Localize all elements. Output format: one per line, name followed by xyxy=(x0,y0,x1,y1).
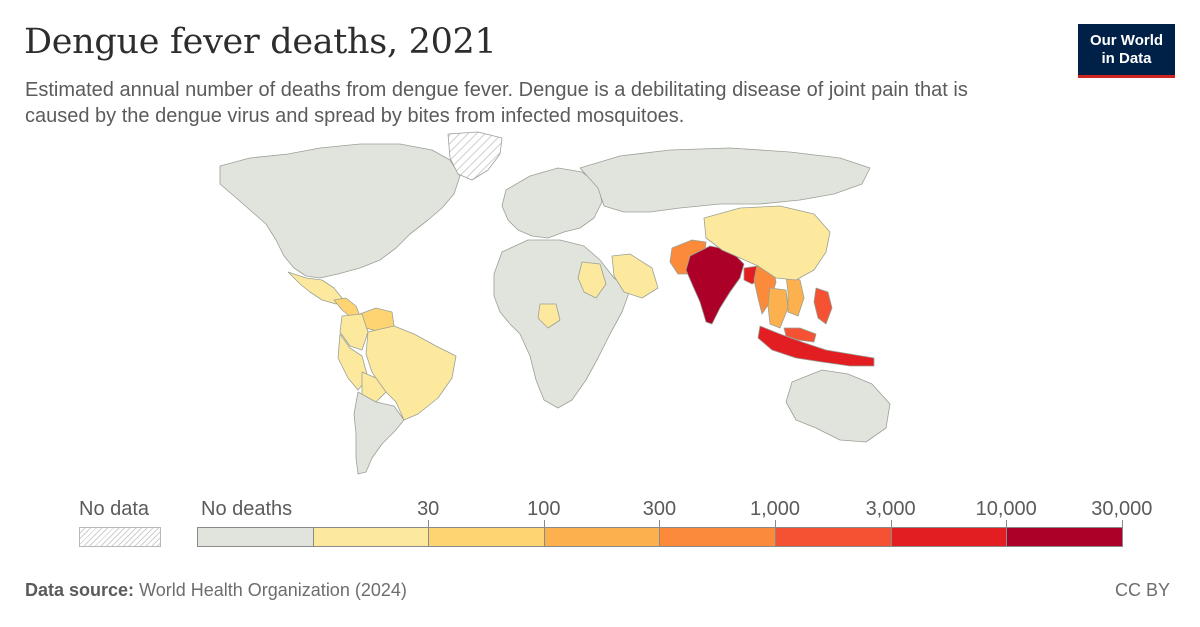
world-map[interactable] xyxy=(210,128,900,478)
logo-line-1: Our World xyxy=(1089,32,1164,49)
legend-tick-label: 100 xyxy=(527,498,561,520)
legend-tick-mark xyxy=(890,520,892,527)
region-africa[interactable] xyxy=(493,239,631,409)
legend-tick-label: 30 xyxy=(417,498,440,520)
region-china[interactable] xyxy=(703,205,831,281)
legend-bin-5[interactable] xyxy=(775,527,892,547)
no-data-swatch[interactable] xyxy=(79,527,161,547)
region-nigeria[interactable] xyxy=(537,303,561,329)
source-text[interactable]: World Health Organization (2024) xyxy=(139,580,407,600)
legend-bin-1[interactable] xyxy=(312,527,430,547)
legend-bin-6[interactable] xyxy=(890,527,1008,547)
license[interactable]: CC BY xyxy=(1114,580,1170,600)
legend-tick-label: No deaths xyxy=(201,498,293,520)
data-source: Data source: World Health Organization (… xyxy=(25,580,407,601)
legend-tick-label: 10,000 xyxy=(975,498,1037,520)
legend-tick-mark xyxy=(1121,520,1123,527)
legend-tick-mark xyxy=(428,520,430,527)
region-north-america[interactable] xyxy=(219,143,461,279)
legend-tick-label: 30,000 xyxy=(1091,498,1153,520)
legend-bin-2[interactable] xyxy=(428,527,545,547)
no-data-label: No data xyxy=(79,498,150,520)
region-malaysia[interactable] xyxy=(783,327,817,343)
legend-tick-mark xyxy=(543,520,545,527)
legend-tick-label: 300 xyxy=(642,498,677,520)
region-vietnam[interactable] xyxy=(785,275,805,317)
chart-subtitle: Estimated annual number of deaths from d… xyxy=(25,79,968,127)
legend-tick-label: 1,000 xyxy=(749,498,801,520)
region-sudan[interactable] xyxy=(577,261,607,299)
region-bolivia[interactable] xyxy=(361,371,387,403)
region-indonesia[interactable] xyxy=(757,325,875,367)
legend-bin-7[interactable] xyxy=(1006,527,1123,547)
legend-tick-mark xyxy=(659,520,661,527)
region-colombia[interactable] xyxy=(339,313,369,351)
region-thailand[interactable] xyxy=(767,287,789,329)
legend-bin-0[interactable] xyxy=(197,527,314,547)
logo-line-2: in Data xyxy=(1101,50,1152,67)
region-europe[interactable] xyxy=(501,167,603,239)
chart-title: Dengue fever deaths, 2021 xyxy=(24,22,497,62)
region-russia[interactable] xyxy=(579,147,871,213)
region-philippines[interactable] xyxy=(813,287,833,325)
region-australia[interactable] xyxy=(785,369,891,443)
region-india[interactable] xyxy=(685,245,745,325)
color-legend: No data No deaths 30 100 300 1,000 3,000 10,00… xyxy=(0,490,1200,560)
region-greenland[interactable] xyxy=(447,131,503,181)
legend-bin-4[interactable] xyxy=(659,527,776,547)
legend-tick-mark xyxy=(775,520,776,527)
legend-tick-label: 3,000 xyxy=(865,498,916,520)
region-southern-south-america[interactable] xyxy=(353,391,405,475)
legend-bin-3[interactable] xyxy=(543,527,661,547)
region-saudi-arabia[interactable] xyxy=(611,253,659,299)
legend-tick-mark xyxy=(1006,520,1008,527)
source-label: Data source: xyxy=(25,580,135,600)
owid-logo[interactable]: Our World in Data xyxy=(1078,24,1175,78)
region-brazil[interactable] xyxy=(365,325,457,421)
